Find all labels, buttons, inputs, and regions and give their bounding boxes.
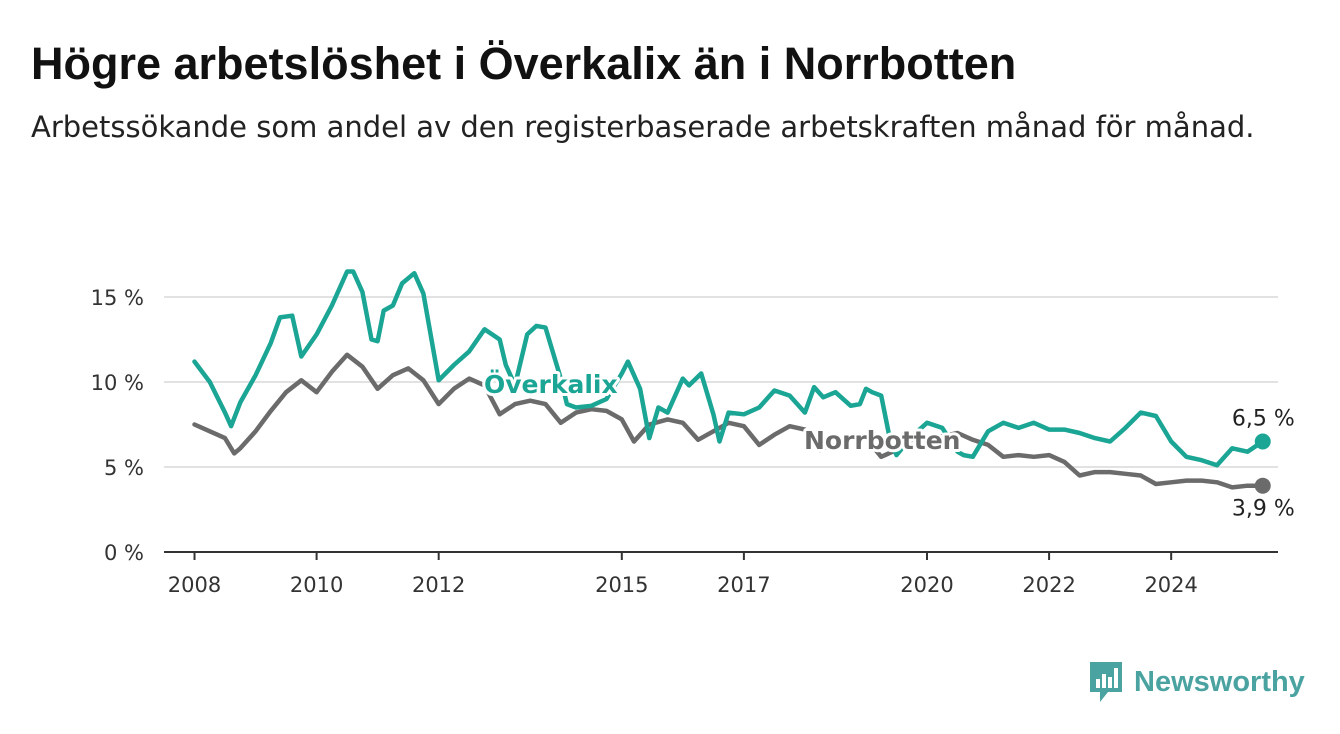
x-axis: 2008 2010 2012 2015 2017 2020 2022 2024: [164, 551, 1278, 597]
series-lines: [192, 269, 1271, 494]
x-tick-label: 2020: [900, 573, 953, 597]
end-value-overkalix: 6,5 %: [1232, 407, 1295, 432]
gridlines: [164, 296, 1278, 468]
x-tick-label: 2010: [290, 573, 343, 597]
series-labels: Överkalix Norrbotten 6,5 % 3,9 %: [481, 366, 1295, 522]
series-label-overkalix: Överkalix: [484, 369, 618, 399]
end-point-överkalix: [1254, 433, 1271, 450]
x-tick-label: 2017: [717, 573, 770, 597]
chart-title: Högre arbetslöshet i Överkalix än i Norr…: [31, 38, 1017, 89]
y-tick-label: 15 %: [91, 286, 144, 310]
series-label-norrbotten: Norrbotten: [804, 426, 960, 455]
x-tick-label: 2008: [168, 573, 221, 597]
y-tick-label: 5 %: [104, 456, 144, 480]
brand-logo: Newsworthy: [1088, 660, 1305, 704]
y-tick-label: 0 %: [104, 541, 144, 565]
end-point-norrbotten: [1254, 477, 1271, 494]
chart-subtitle: Arbetssökande som andel av den registerb…: [31, 110, 1255, 144]
brand-name: Newsworthy: [1134, 665, 1305, 698]
x-tick-label: 2012: [412, 573, 465, 597]
y-axis-ticks: 0 % 5 % 10 % 15 %: [91, 286, 144, 565]
end-value-norrbotten: 3,9 %: [1232, 497, 1295, 522]
series-line-överkalix: [192, 269, 1265, 468]
x-tick-label: 2024: [1144, 573, 1197, 597]
x-tick-label: 2015: [595, 573, 648, 597]
newsworthy-logo-icon: [1090, 662, 1122, 702]
x-tick-label: 2022: [1022, 573, 1075, 597]
y-tick-label: 10 %: [91, 371, 144, 395]
series-line-norrbotten: [192, 352, 1265, 490]
